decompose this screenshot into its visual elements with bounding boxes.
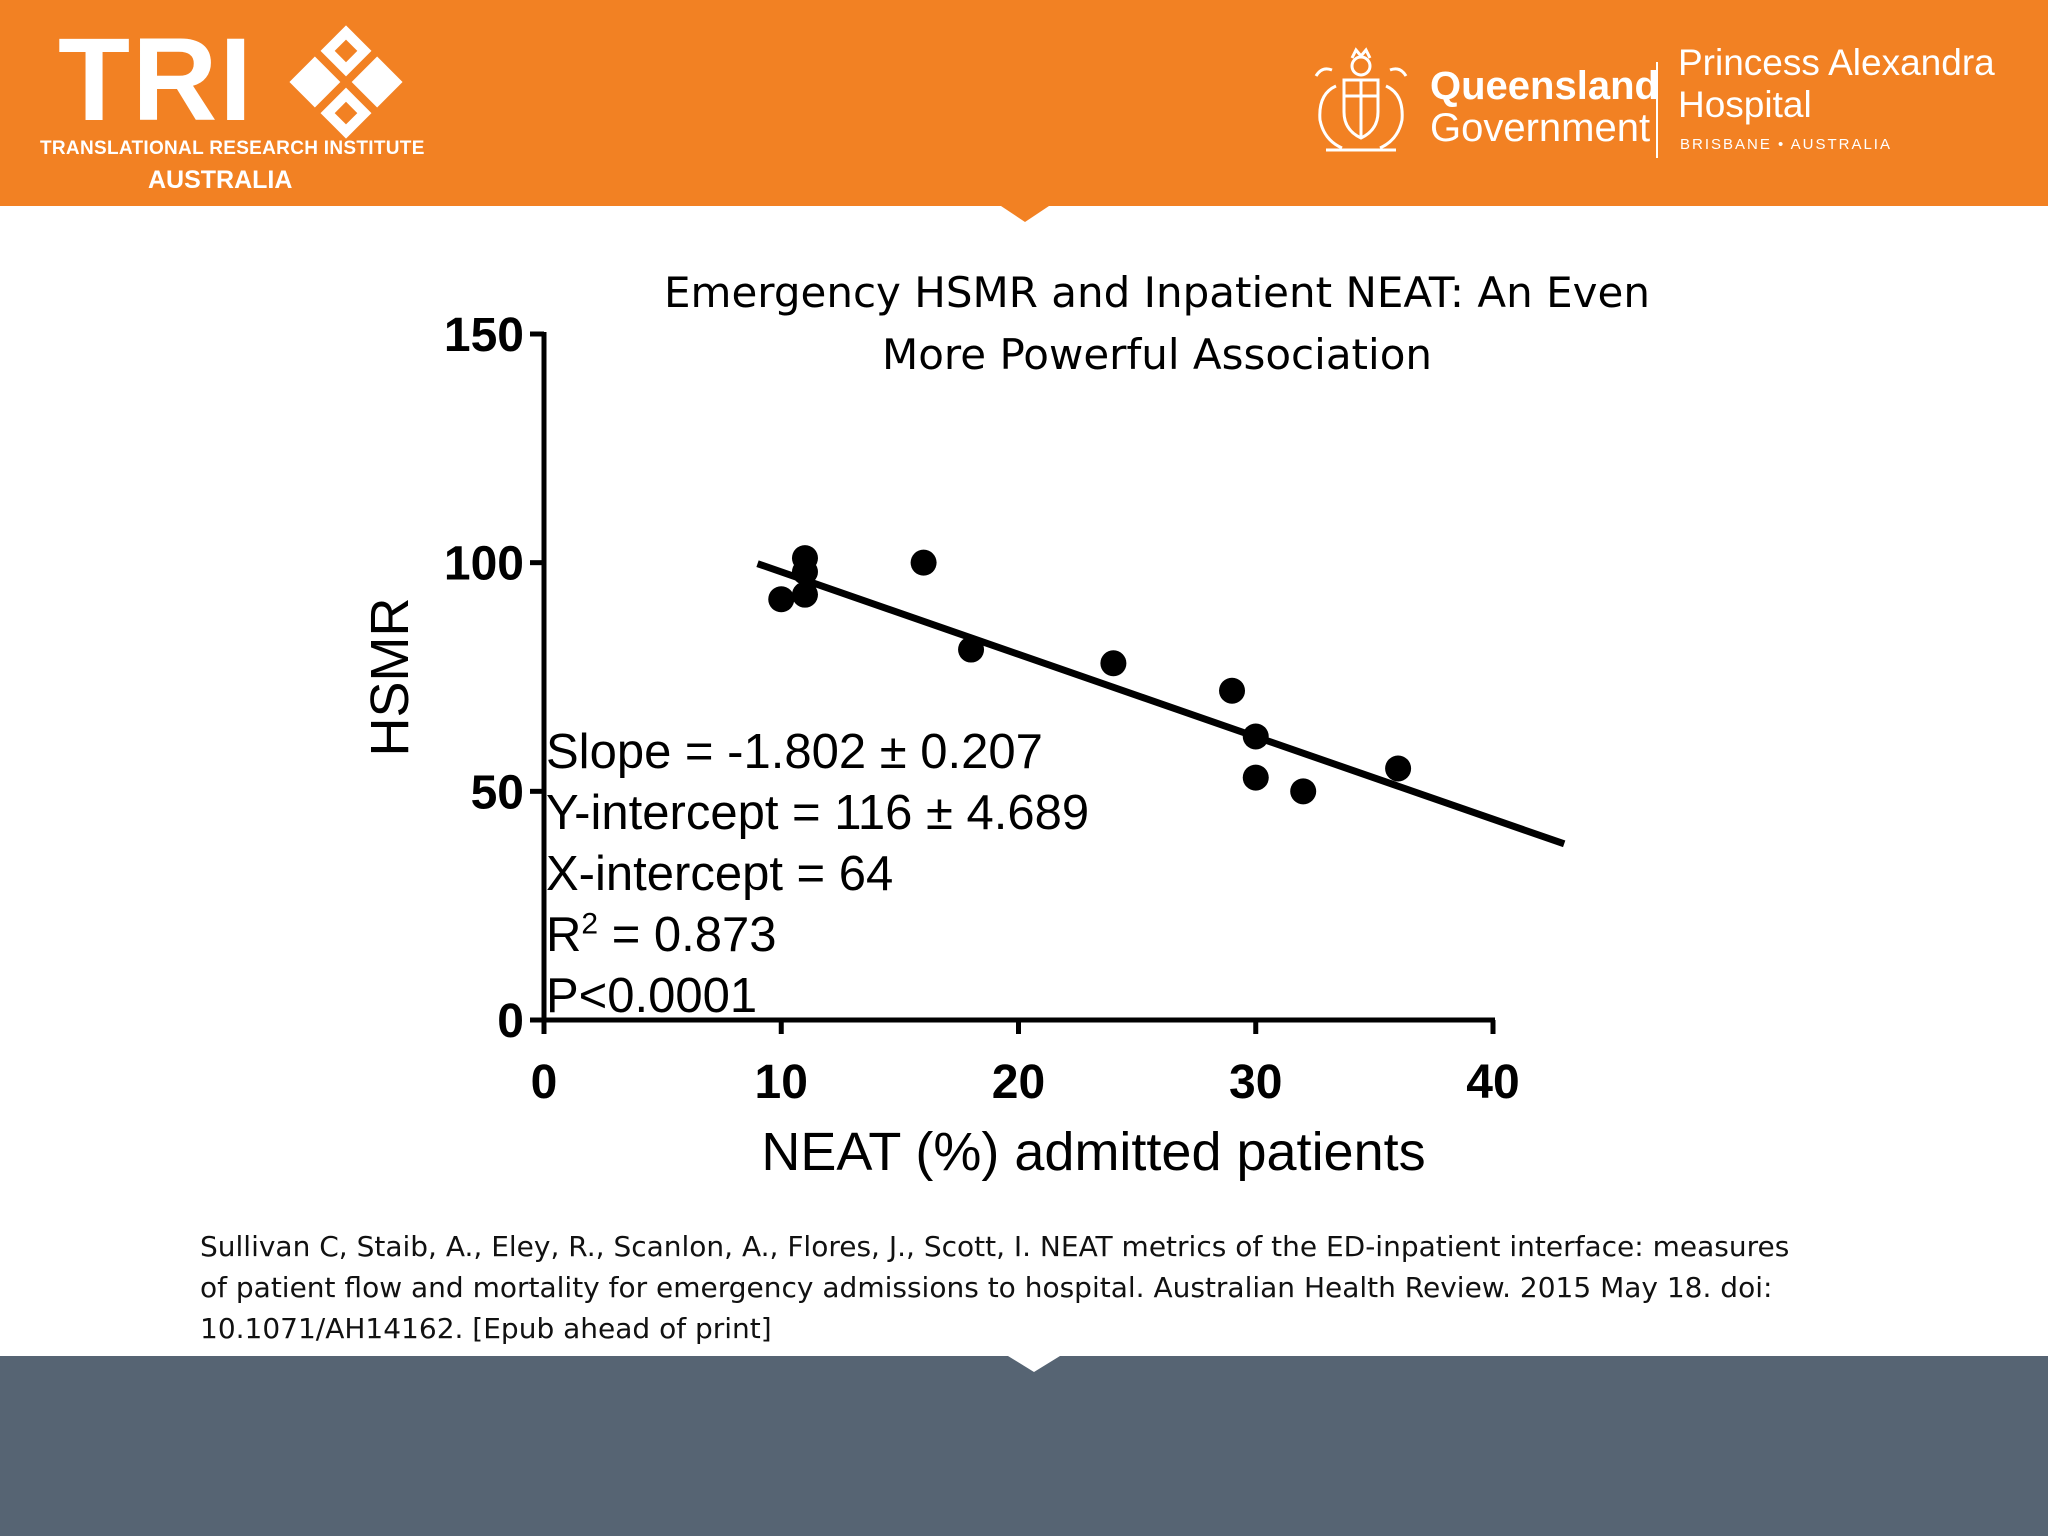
qld-government-name: Queensland bbox=[1430, 64, 1659, 108]
header-notch bbox=[1001, 206, 1049, 222]
y-tick-label: 100 bbox=[444, 538, 524, 591]
data-point bbox=[1242, 764, 1269, 791]
chart-title: Emergency HSMR and Inpatient NEAT: An Ev… bbox=[640, 262, 1674, 386]
regression-stats: Slope = -1.802 ± 0.207 Y-intercept = 116… bbox=[546, 722, 1089, 1027]
y-tick-label: 0 bbox=[497, 995, 524, 1048]
header-banner: TRI TRANSLATIONAL RESEARCH INSTITUTE AUS… bbox=[0, 0, 2048, 206]
data-point bbox=[1100, 650, 1127, 677]
chart-title-line-2: More Powerful Association bbox=[881, 330, 1433, 379]
tri-subtitle: TRANSLATIONAL RESEARCH INSTITUTE bbox=[40, 138, 425, 159]
hospital-location: BRISBANE • AUSTRALIA bbox=[1680, 136, 1892, 153]
data-point bbox=[791, 545, 818, 572]
x-tick-label: 0 bbox=[531, 1056, 558, 1109]
x-tick-label: 40 bbox=[1466, 1056, 1519, 1109]
hospital-name-2: Hospital bbox=[1678, 84, 1812, 125]
stat-r2-prefix: R bbox=[546, 908, 582, 962]
stat-r2-value: = 0.873 bbox=[598, 908, 777, 962]
tri-diamond-icon bbox=[289, 25, 403, 139]
stat-y-intercept: Y-intercept = 116 ± 4.689 bbox=[546, 786, 1090, 840]
tri-logo-text: TRI bbox=[58, 14, 255, 146]
tri-subtitle-country: AUSTRALIA bbox=[148, 166, 293, 194]
data-point bbox=[1242, 723, 1269, 750]
x-axis-label: NEAT (%) admitted patients bbox=[761, 1122, 1425, 1182]
data-point bbox=[910, 549, 937, 576]
data-point bbox=[1290, 778, 1317, 805]
data-point bbox=[958, 636, 985, 663]
x-tick-label: 30 bbox=[1229, 1056, 1282, 1109]
stat-slope: Slope = -1.802 ± 0.207 bbox=[546, 725, 1043, 779]
qld-government-label: Government bbox=[1430, 106, 1651, 150]
y-axis-label: HSMR bbox=[360, 598, 420, 757]
hospital-name: Princess Alexandra bbox=[1678, 42, 1995, 83]
y-tick-label: 50 bbox=[471, 766, 524, 819]
footer-notch bbox=[1008, 1356, 1060, 1372]
coat-of-arms-icon bbox=[1314, 47, 1408, 152]
stat-r2-superscript: 2 bbox=[581, 907, 599, 941]
chart-title-line-1: Emergency HSMR and Inpatient NEAT: An Ev… bbox=[664, 268, 1650, 317]
regression-line bbox=[756, 560, 1566, 848]
y-tick-label: 150 bbox=[444, 309, 524, 362]
x-tick-label: 10 bbox=[755, 1056, 808, 1109]
citation: Sullivan C, Staib, A., Eley, R., Scanlon… bbox=[200, 1230, 1790, 1345]
stat-r-squared: R2 = 0.873 bbox=[546, 905, 1089, 966]
data-point bbox=[1385, 755, 1412, 782]
logo-divider bbox=[1656, 62, 1658, 158]
data-point bbox=[768, 586, 795, 613]
tri-logo: TRI TRANSLATIONAL RESEARCH INSTITUTE AUS… bbox=[40, 14, 478, 200]
data-point bbox=[1219, 677, 1246, 704]
stat-p-value: P<0.0001 bbox=[546, 969, 758, 1023]
data-point bbox=[791, 581, 818, 608]
stat-x-intercept: X-intercept = 64 bbox=[546, 847, 894, 901]
footer-bar bbox=[0, 1356, 2048, 1536]
x-tick-label: 20 bbox=[992, 1056, 1045, 1109]
